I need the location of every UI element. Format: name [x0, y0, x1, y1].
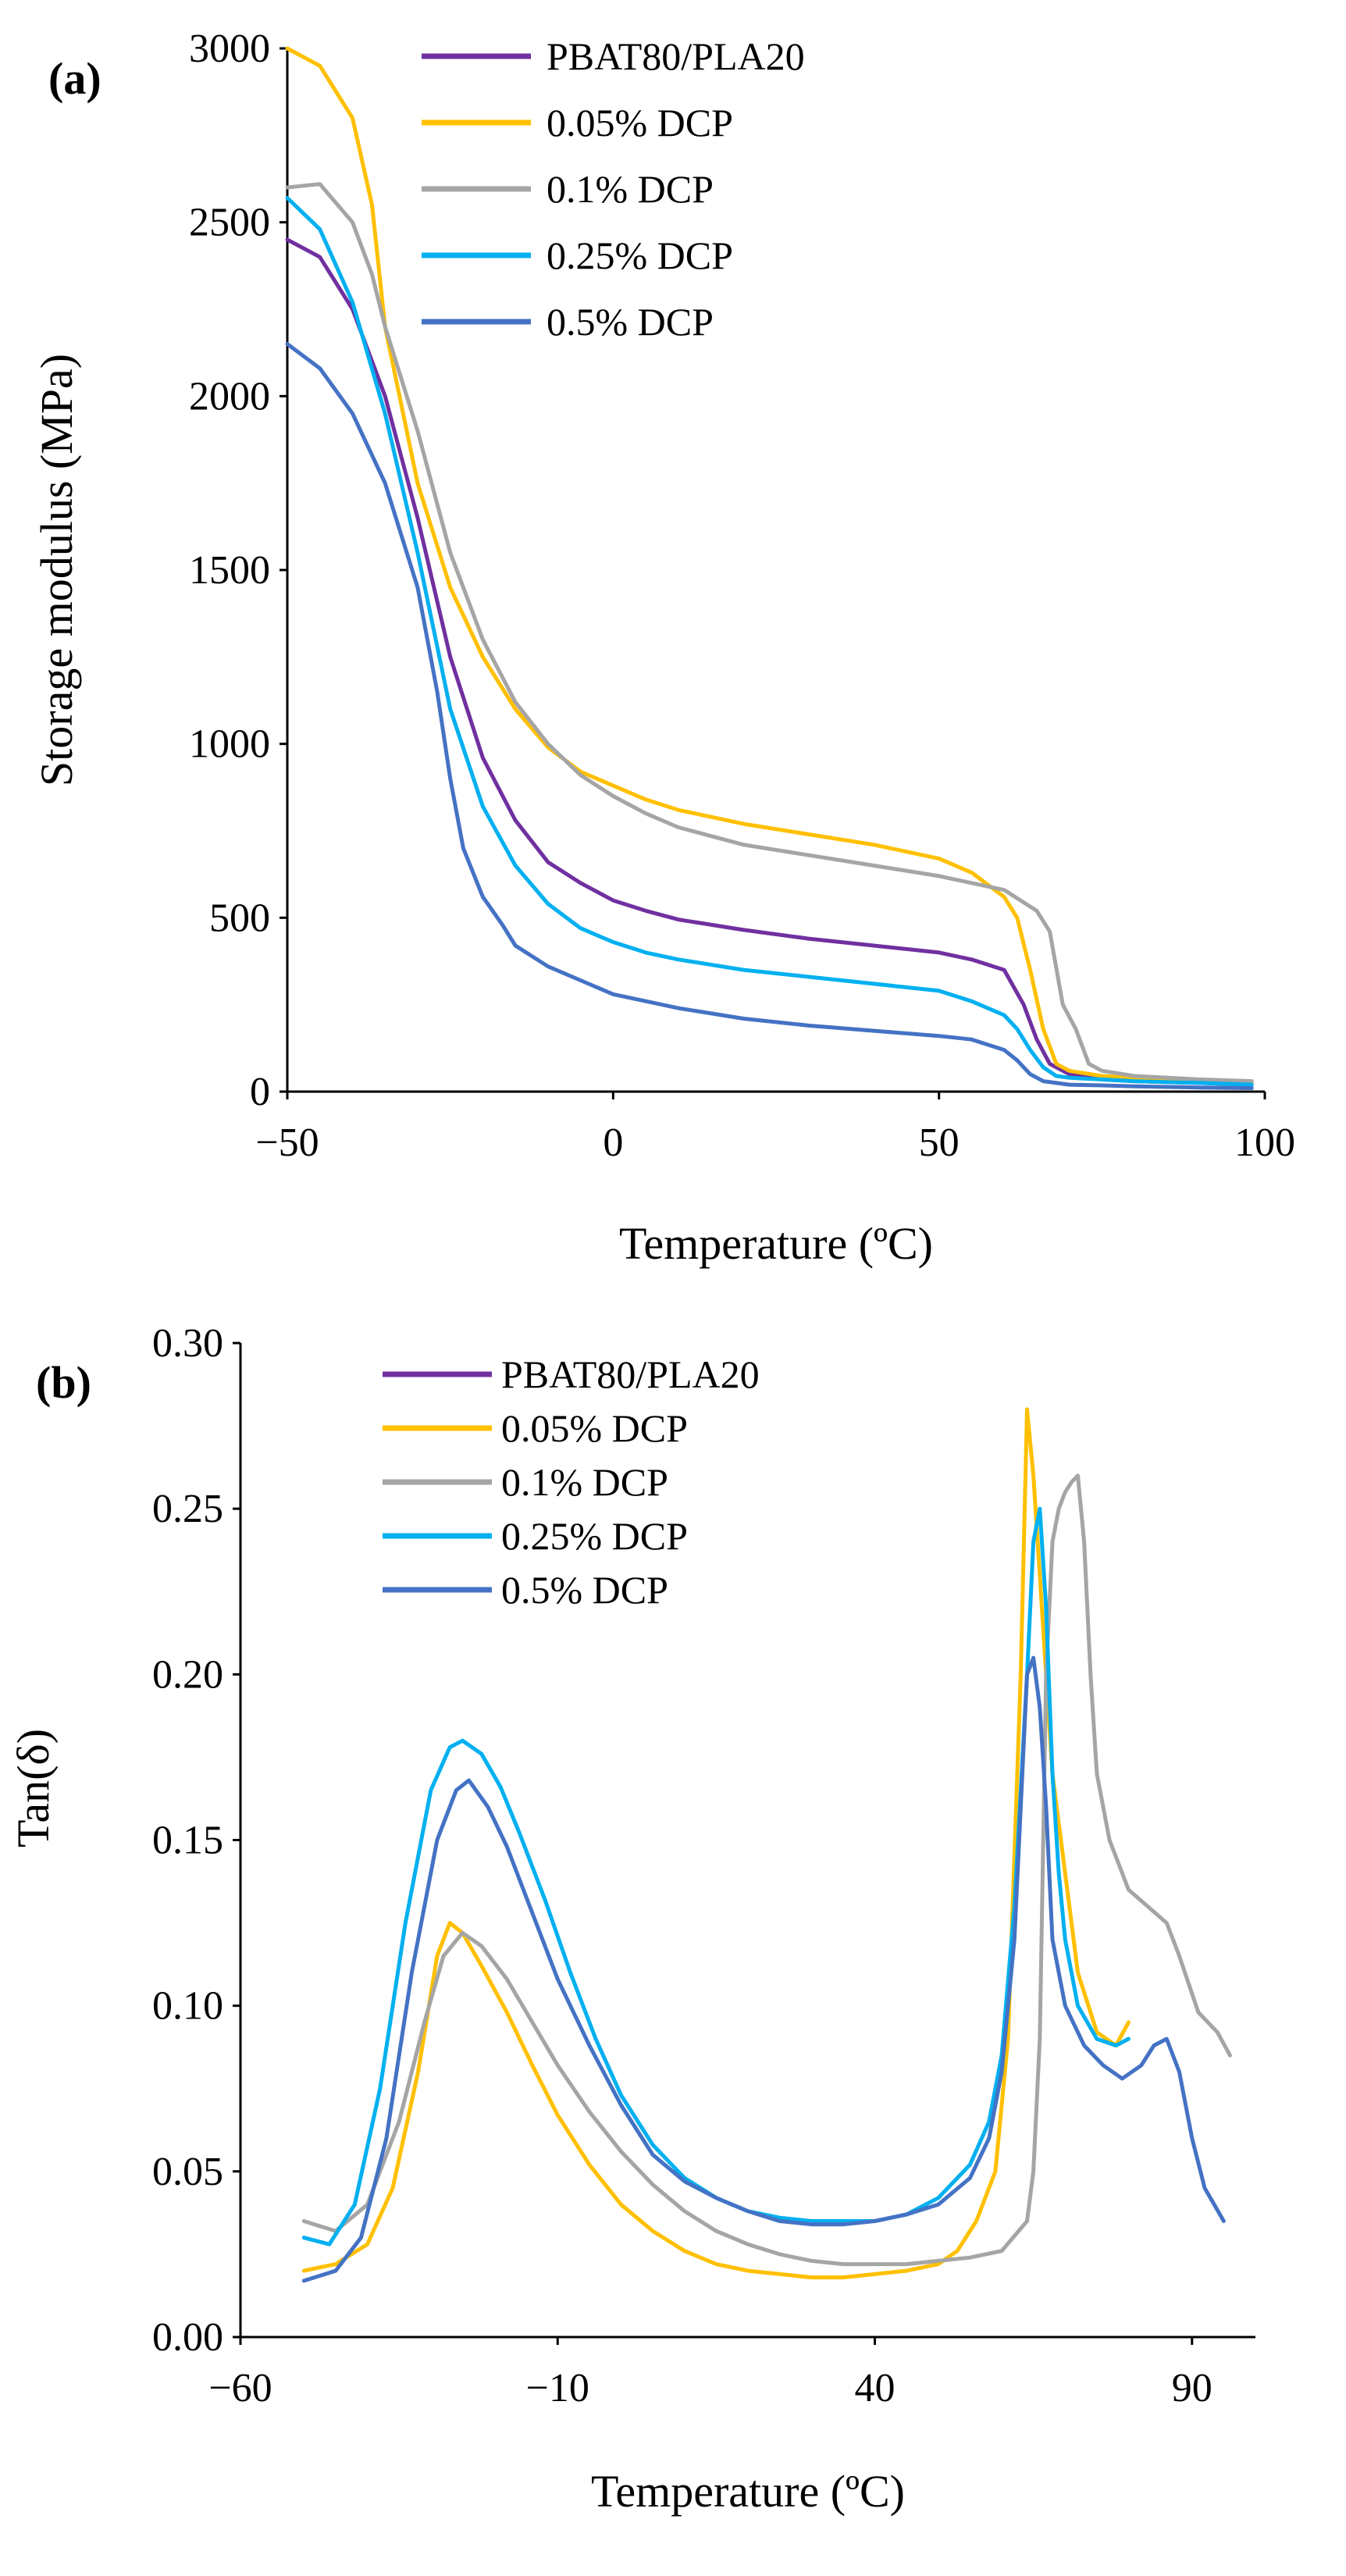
chart-a-x-tick-label: −50: [255, 1121, 319, 1165]
chart-a-legend-label-0-25-dcp: 0.25% DCP: [547, 233, 733, 277]
chart-a-x-tick-label: 100: [1234, 1121, 1295, 1165]
chart-a-series-0-05-dcp: [285, 46, 1254, 1085]
chart-a-series-0-5-dcp: [285, 342, 1254, 1090]
chart-b-x-tick-label: −60: [208, 2366, 272, 2410]
chart-a-legend-label-0-05-dcp: 0.05% DCP: [547, 101, 733, 144]
chart-b-series-0-05-dcp: [301, 1407, 1131, 2280]
chart-a-panel-label: (a): [48, 53, 101, 104]
chart-b-legend-label-0-05-dcp: 0.05% DCP: [501, 1406, 688, 1450]
chart-b-panel-label: (b): [36, 1357, 91, 1408]
chart-b-x-axis-title: Temperature (ºC): [591, 2466, 905, 2517]
chart-b-x-tick-label: 40: [855, 2366, 896, 2410]
chart-b-x-tick-label: 90: [1172, 2366, 1212, 2410]
chart-a-y-tick-label: 3000: [189, 27, 270, 71]
chart-a-y-tick-label: 500: [209, 896, 270, 940]
chart-b-legend-label-0-1-dcp: 0.1% DCP: [501, 1460, 668, 1504]
chart-a-y-tick-label: 1000: [189, 722, 270, 767]
chart-a-legend-label-0-5-dcp: 0.5% DCP: [547, 300, 714, 344]
chart-b-y-tick-label: 0.00: [152, 2315, 223, 2360]
storage-modulus-chart: 0 500 1000 1500 2000 2500 3000 −50 0 50 100 Tempera…: [31, 27, 1295, 1269]
chart-a-y-tick-label: 0: [250, 1070, 270, 1114]
chart-b-legend-label-0-5-dcp: 0.5% DCP: [501, 1568, 668, 1612]
chart-b-y-tick-label: 0.30: [152, 1321, 223, 1366]
chart-b-legend-label-0-25-dcp: 0.25% DCP: [501, 1514, 688, 1558]
chart-b-y-tick-label: 0.15: [152, 1819, 223, 1863]
chart-a-legend-label-pbat80-pla20: PBAT80/PLA20: [547, 34, 805, 78]
chart-b-x-tick-label: −10: [526, 2366, 589, 2410]
chart-a-x-axis-title: Temperature (ºC): [619, 1218, 933, 1269]
chart-a-y-axis-title: Storage modulus (MPa): [31, 354, 82, 786]
chart-a-x-tick-label: 0: [603, 1121, 623, 1165]
tan-delta-chart: 0.00 0.05 0.10 0.15 0.20 0.25 0.30 −60 −10 40 90 Te…: [8, 1321, 1255, 2517]
chart-b-series-0-25-dcp: [301, 1506, 1131, 2246]
chart-b-series-0-1-dcp: [301, 1473, 1232, 2267]
chart-b-y-tick-label: 0.25: [152, 1487, 223, 1531]
chart-a-y-tick-label: 2000: [189, 374, 270, 419]
chart-b-y-tick-label: 0.10: [152, 1984, 223, 2029]
chart-b-y-tick-label: 0.20: [152, 1652, 223, 1697]
chart-a-x-tick-label: 50: [919, 1121, 960, 1165]
chart-a-series-pbat80-pla20: [285, 237, 1254, 1087]
chart-b-y-tick-label: 0.05: [152, 2150, 223, 2194]
chart-b-y-axis-title: Tan(δ): [8, 1729, 59, 1847]
chart-b-legend-label-pbat80-pla20: PBAT80/PLA20: [501, 1352, 760, 1396]
chart-a-legend-label-0-1-dcp: 0.1% DCP: [547, 167, 714, 211]
chart-b-series-0-5-dcp: [301, 1655, 1226, 2283]
chart-a-series-0-25-dcp: [285, 196, 1254, 1087]
chart-a-y-tick-label: 2500: [189, 201, 270, 245]
chart-a-series-0-1-dcp: [285, 182, 1254, 1084]
chart-a-y-tick-label: 1500: [189, 548, 270, 593]
